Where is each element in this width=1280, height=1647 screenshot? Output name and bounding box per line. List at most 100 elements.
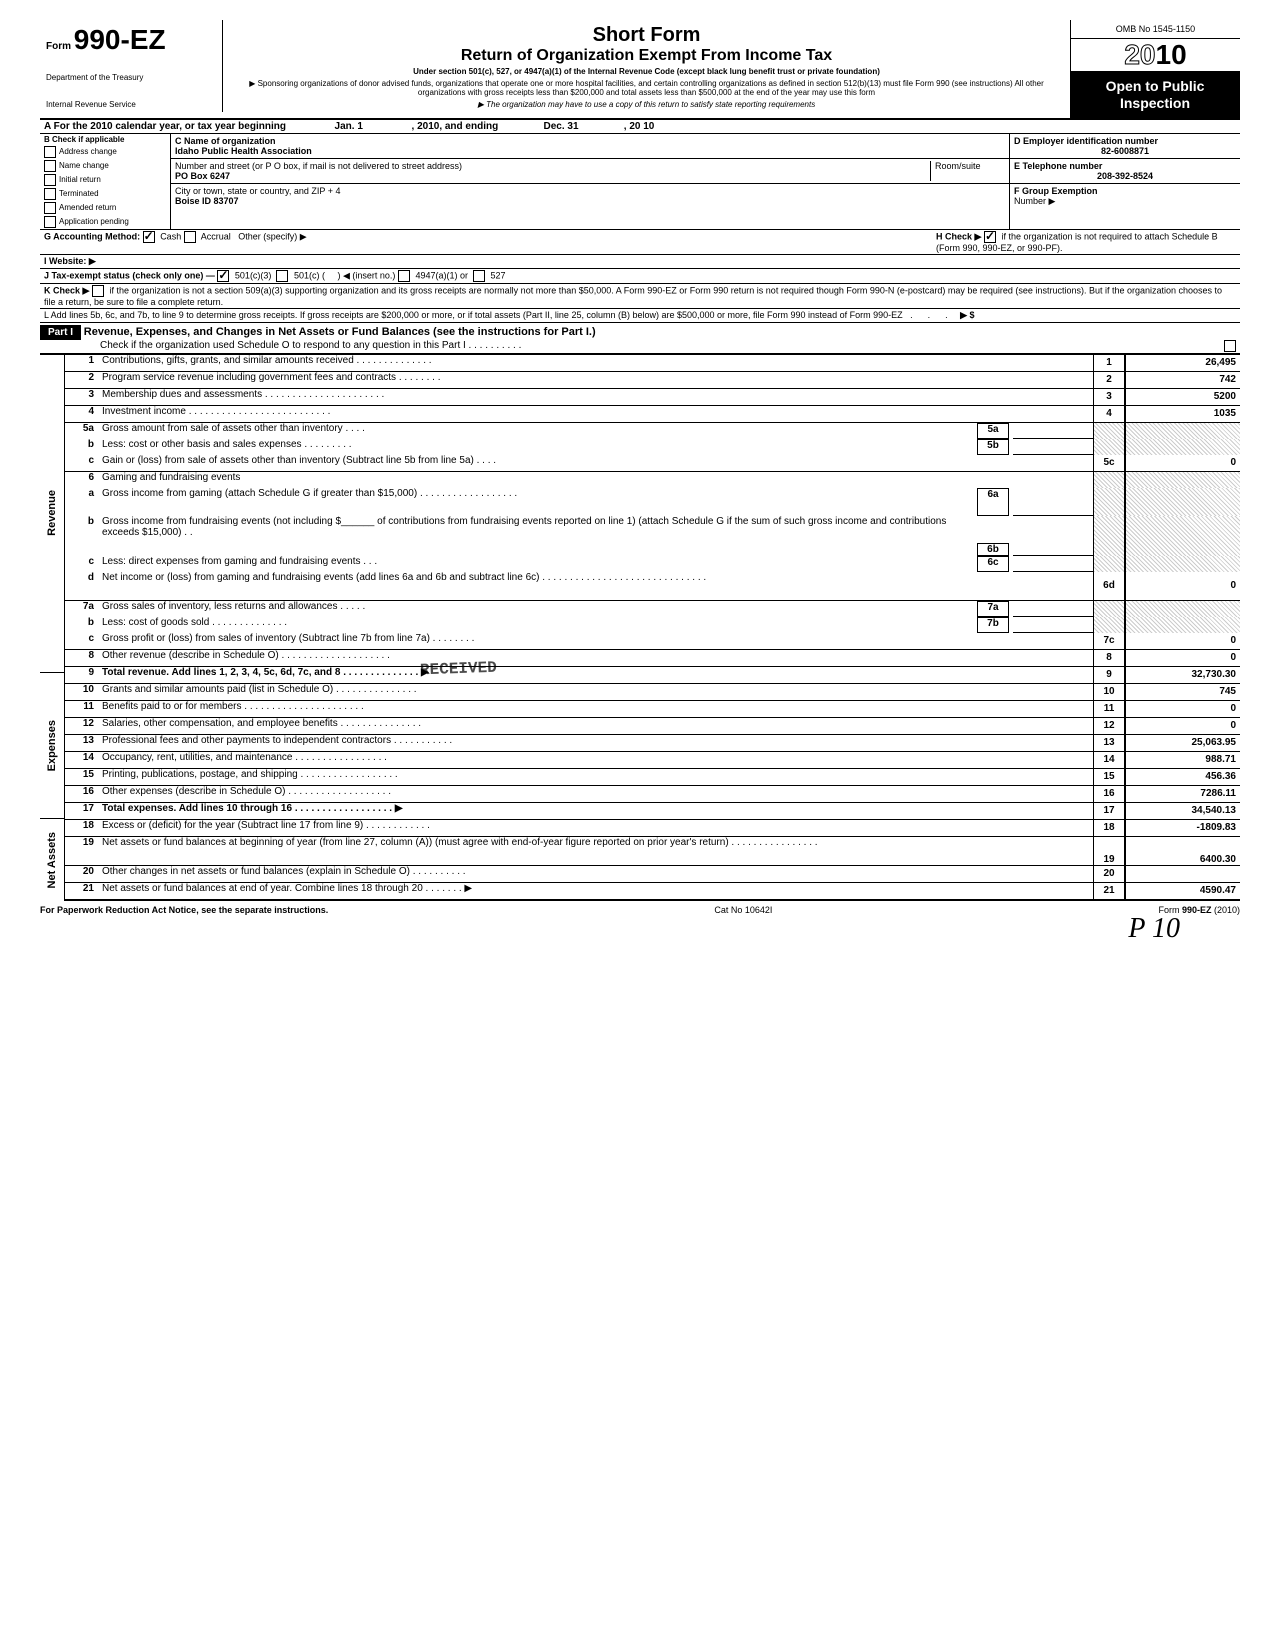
ln10-b: 10 bbox=[1093, 684, 1125, 700]
ln17-b: 17 bbox=[1093, 803, 1125, 819]
ln7b-ib: 7b bbox=[977, 617, 1009, 633]
year-begin: Jan. 1 bbox=[289, 121, 409, 132]
footer: For Paperwork Reduction Act Notice, see … bbox=[40, 901, 1240, 915]
ln4-n: 4 bbox=[64, 406, 102, 422]
ln20-b: 20 bbox=[1093, 866, 1125, 882]
h-label: H Check ▶ bbox=[936, 231, 981, 241]
c-label: C Name of organization bbox=[175, 136, 276, 146]
ln8-b: 8 bbox=[1093, 650, 1125, 666]
signature: P 10 bbox=[1128, 913, 1180, 945]
form-page: SCANNED SEP 0 1 2011 Form 990-EZ Departm… bbox=[40, 20, 1240, 915]
ln16-n: 16 bbox=[64, 786, 102, 802]
ln1-b: 1 bbox=[1093, 355, 1125, 371]
line-k: K Check ▶ if the organization is not a s… bbox=[40, 284, 1240, 309]
form-number: 990-EZ bbox=[74, 24, 166, 55]
received-stamp: RECEIVED bbox=[420, 659, 497, 680]
chk-name[interactable] bbox=[44, 160, 56, 172]
ln17-n: 17 bbox=[64, 803, 102, 819]
ln6b-ib: 6b bbox=[977, 543, 1009, 556]
ln9-b: 9 bbox=[1093, 667, 1125, 683]
ln7a-ib: 7a bbox=[977, 601, 1009, 617]
ln12-n: 12 bbox=[64, 718, 102, 734]
ln6-n: 6 bbox=[64, 472, 102, 488]
dept-irs: Internal Revenue Service bbox=[46, 101, 216, 110]
l-text: L Add lines 5b, 6c, and 7b, to line 9 to… bbox=[44, 310, 903, 320]
ln12-b: 12 bbox=[1093, 718, 1125, 734]
ln7b-n: b bbox=[64, 617, 102, 633]
ln13-v: 25,063.95 bbox=[1125, 735, 1240, 751]
ln5b-shv bbox=[1125, 439, 1240, 455]
ln6b-sh bbox=[1093, 516, 1125, 556]
ln6-shv bbox=[1125, 472, 1240, 488]
ein-value: 82-6008871 bbox=[1014, 146, 1236, 156]
ln17-d: Total expenses. Add lines 10 through 16 … bbox=[102, 803, 1093, 819]
ln6-sh bbox=[1093, 472, 1125, 488]
line-j: J Tax-exempt status (check only one) — 5… bbox=[40, 269, 1240, 284]
ln21-d: Net assets or fund balances at end of ye… bbox=[102, 883, 1093, 899]
chk-part1[interactable] bbox=[1224, 340, 1236, 352]
chk-501c3[interactable] bbox=[217, 270, 229, 282]
chk-initial[interactable] bbox=[44, 174, 56, 186]
year-end: Dec. 31 bbox=[501, 121, 621, 132]
ln7b-d: Less: cost of goods sold . . . . . . . .… bbox=[102, 617, 973, 633]
ln14-b: 14 bbox=[1093, 752, 1125, 768]
title-sponsor: ▶ Sponsoring organizations of donor advi… bbox=[231, 79, 1062, 98]
street-label: Number and street (or P O box, if mail i… bbox=[175, 161, 462, 171]
right-box: OMB No 1545-1150 2010 Open to Public Ins… bbox=[1070, 20, 1240, 118]
ln5b-sh bbox=[1093, 439, 1125, 455]
ln7b-iv bbox=[1013, 617, 1093, 633]
ln7c-v: 0 bbox=[1125, 633, 1240, 649]
open-public: Open to Public Inspection bbox=[1070, 72, 1240, 118]
main-table: Revenue Expenses Net Assets 1Contributio… bbox=[40, 354, 1240, 901]
chk-address[interactable] bbox=[44, 146, 56, 158]
line-a-year: , 20 10 bbox=[624, 121, 655, 132]
netassets-label: Net Assets bbox=[46, 832, 58, 888]
f-label: F Group Exemption bbox=[1014, 186, 1098, 196]
ln7a-sh bbox=[1093, 601, 1125, 617]
ln5b-n: b bbox=[64, 439, 102, 455]
ln9-v: 32,730.30 bbox=[1125, 667, 1240, 683]
ln15-b: 15 bbox=[1093, 769, 1125, 785]
title-copy: ▶ The organization may have to use a cop… bbox=[231, 100, 1062, 110]
ln16-v: 7286.11 bbox=[1125, 786, 1240, 802]
ln12-v: 0 bbox=[1125, 718, 1240, 734]
title-under: Under section 501(c), 527, or 4947(a)(1)… bbox=[231, 67, 1062, 77]
ln6c-d: Less: direct expenses from gaming and fu… bbox=[102, 556, 973, 572]
ln14-d: Occupancy, rent, utilities, and maintena… bbox=[102, 752, 1093, 768]
ln21-n: 21 bbox=[64, 883, 102, 899]
ln2-n: 2 bbox=[64, 372, 102, 388]
b-initial: Initial return bbox=[59, 175, 101, 184]
ln16-b: 16 bbox=[1093, 786, 1125, 802]
line-a-mid: , 2010, and ending bbox=[412, 121, 499, 132]
chk-cash[interactable] bbox=[143, 231, 155, 243]
chk-terminated[interactable] bbox=[44, 188, 56, 200]
ln6a-n: a bbox=[64, 488, 102, 516]
j-501c3: 501(c)(3) bbox=[235, 270, 272, 280]
chk-amended[interactable] bbox=[44, 202, 56, 214]
f-label2: Number ▶ bbox=[1014, 196, 1055, 206]
ln17-v: 34,540.13 bbox=[1125, 803, 1240, 819]
chk-k[interactable] bbox=[92, 285, 104, 297]
chk-501c[interactable] bbox=[276, 270, 288, 282]
chk-accrual[interactable] bbox=[184, 231, 196, 243]
ln3-n: 3 bbox=[64, 389, 102, 405]
chk-pending[interactable] bbox=[44, 216, 56, 228]
room-label: Room/suite bbox=[930, 161, 1005, 181]
b-terminated: Terminated bbox=[59, 189, 99, 198]
chk-527[interactable] bbox=[473, 270, 485, 282]
ln5a-n: 5a bbox=[64, 423, 102, 439]
ln6d-v: 0 bbox=[1125, 572, 1240, 600]
ln19-n: 19 bbox=[64, 837, 102, 865]
ln9-d: Total revenue. Add lines 1, 2, 3, 4, 5c,… bbox=[102, 667, 1093, 683]
ln19-d: Net assets or fund balances at beginning… bbox=[102, 837, 1093, 865]
revenue-label: Revenue bbox=[46, 490, 58, 536]
ln11-d: Benefits paid to or for members . . . . … bbox=[102, 701, 1093, 717]
ln6a-shv bbox=[1125, 488, 1240, 516]
line-a-label: A For the 2010 calendar year, or tax yea… bbox=[44, 121, 286, 132]
chk-h[interactable] bbox=[984, 231, 996, 243]
ln2-d: Program service revenue including govern… bbox=[102, 372, 1093, 388]
ln6a-ib: 6a bbox=[977, 488, 1009, 516]
chk-4947[interactable] bbox=[398, 270, 410, 282]
omb-number: OMB No 1545-1150 bbox=[1070, 20, 1240, 39]
g-accrual: Accrual bbox=[201, 231, 231, 241]
